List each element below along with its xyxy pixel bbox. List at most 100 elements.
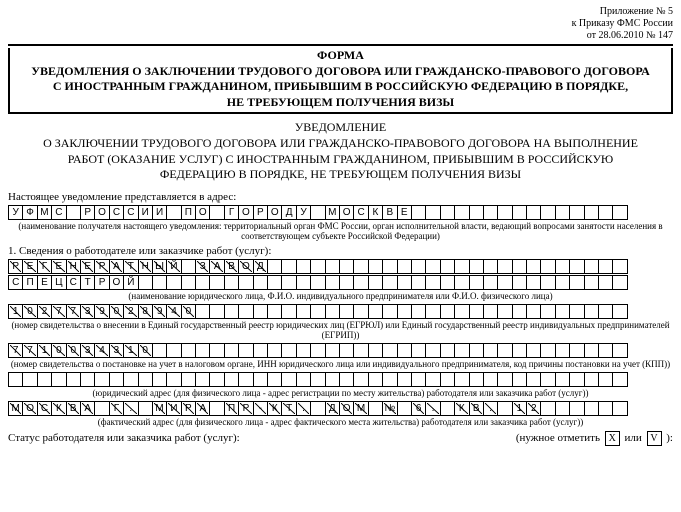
- cell[interactable]: С: [37, 401, 52, 416]
- cell[interactable]: С: [66, 275, 81, 290]
- cell[interactable]: [138, 372, 153, 387]
- cell[interactable]: К: [454, 401, 469, 416]
- cell[interactable]: [555, 343, 570, 358]
- cell[interactable]: .: [296, 401, 311, 416]
- cell[interactable]: [66, 372, 81, 387]
- cell[interactable]: [440, 401, 455, 416]
- cell[interactable]: [80, 372, 95, 387]
- cell[interactable]: Д: [325, 401, 340, 416]
- cell[interactable]: [238, 372, 253, 387]
- cell[interactable]: [425, 372, 440, 387]
- cell[interactable]: [584, 401, 599, 416]
- cell[interactable]: Е: [80, 259, 95, 274]
- cell[interactable]: №: [382, 401, 397, 416]
- cell[interactable]: [397, 343, 412, 358]
- cell[interactable]: [569, 372, 584, 387]
- cell[interactable]: В: [66, 401, 81, 416]
- cell[interactable]: [555, 259, 570, 274]
- cell[interactable]: 0: [22, 304, 37, 319]
- cell[interactable]: [310, 401, 325, 416]
- cell[interactable]: [497, 275, 512, 290]
- cell[interactable]: [94, 372, 109, 387]
- cell[interactable]: [325, 304, 340, 319]
- cells-tax[interactable]: 7710034310: [8, 343, 673, 358]
- cell[interactable]: М: [325, 205, 340, 220]
- cell[interactable]: [51, 372, 66, 387]
- cell[interactable]: [181, 275, 196, 290]
- cell[interactable]: [296, 304, 311, 319]
- cell[interactable]: Й: [123, 275, 138, 290]
- cell[interactable]: И: [152, 205, 167, 220]
- cell[interactable]: Р: [94, 259, 109, 274]
- cell[interactable]: 0: [181, 304, 196, 319]
- cell[interactable]: В: [382, 205, 397, 220]
- cell[interactable]: [512, 205, 527, 220]
- cells-legal-address[interactable]: [8, 372, 673, 387]
- cell[interactable]: [397, 259, 412, 274]
- cell[interactable]: П: [224, 401, 239, 416]
- cell[interactable]: [267, 372, 282, 387]
- cell[interactable]: [224, 275, 239, 290]
- cell[interactable]: Г: [37, 259, 52, 274]
- cell[interactable]: [540, 205, 555, 220]
- cell[interactable]: [397, 304, 412, 319]
- cell[interactable]: Ц: [51, 275, 66, 290]
- cell[interactable]: [540, 304, 555, 319]
- cell[interactable]: [540, 259, 555, 274]
- cell[interactable]: [411, 304, 426, 319]
- cell[interactable]: 1: [512, 401, 527, 416]
- cell[interactable]: [440, 259, 455, 274]
- cell[interactable]: 2: [123, 304, 138, 319]
- cell[interactable]: Д: [281, 205, 296, 220]
- cell[interactable]: 3: [80, 343, 95, 358]
- cell[interactable]: Г: [224, 205, 239, 220]
- cell[interactable]: [584, 304, 599, 319]
- cell[interactable]: [584, 205, 599, 220]
- cell[interactable]: [440, 275, 455, 290]
- cell[interactable]: Е: [397, 205, 412, 220]
- cell[interactable]: С: [109, 205, 124, 220]
- cell[interactable]: [569, 304, 584, 319]
- cell[interactable]: У: [8, 205, 23, 220]
- cell[interactable]: [253, 343, 268, 358]
- cell[interactable]: [569, 205, 584, 220]
- cells-factual-address[interactable]: МОСКВАГ.МИРАПР-КТ.ДОМ№6.КВ.12: [8, 401, 673, 416]
- cell[interactable]: [497, 205, 512, 220]
- cell[interactable]: [526, 343, 541, 358]
- cell[interactable]: [612, 343, 627, 358]
- cells-name-1[interactable]: РЕГЕНЕРАТНЫЙЗАВОД: [8, 259, 673, 274]
- cell[interactable]: [454, 205, 469, 220]
- cell[interactable]: [310, 343, 325, 358]
- cell[interactable]: Н: [138, 259, 153, 274]
- cell[interactable]: [94, 401, 109, 416]
- cell[interactable]: [181, 372, 196, 387]
- cell[interactable]: [612, 259, 627, 274]
- cell[interactable]: [353, 259, 368, 274]
- cell[interactable]: [224, 304, 239, 319]
- cell[interactable]: М: [353, 401, 368, 416]
- cell[interactable]: 1: [123, 343, 138, 358]
- cell[interactable]: А: [80, 401, 95, 416]
- cell[interactable]: [584, 372, 599, 387]
- cell[interactable]: [310, 259, 325, 274]
- cell[interactable]: [469, 343, 484, 358]
- cell[interactable]: [209, 372, 224, 387]
- cell[interactable]: 6: [411, 401, 426, 416]
- cell[interactable]: [253, 372, 268, 387]
- cell[interactable]: Р: [94, 275, 109, 290]
- cell[interactable]: [382, 259, 397, 274]
- cell[interactable]: [526, 304, 541, 319]
- cells-address[interactable]: УФМСРОССИИПОГОРОДУМОСКВЕ: [8, 205, 673, 220]
- cell[interactable]: [339, 275, 354, 290]
- cell[interactable]: [368, 275, 383, 290]
- cell[interactable]: З: [195, 259, 210, 274]
- cell[interactable]: [152, 275, 167, 290]
- cell[interactable]: [109, 372, 124, 387]
- cell[interactable]: [512, 259, 527, 274]
- cell[interactable]: [181, 343, 196, 358]
- cell[interactable]: [310, 275, 325, 290]
- cell[interactable]: [555, 304, 570, 319]
- cell[interactable]: [368, 401, 383, 416]
- cell[interactable]: [512, 275, 527, 290]
- cell[interactable]: О: [238, 205, 253, 220]
